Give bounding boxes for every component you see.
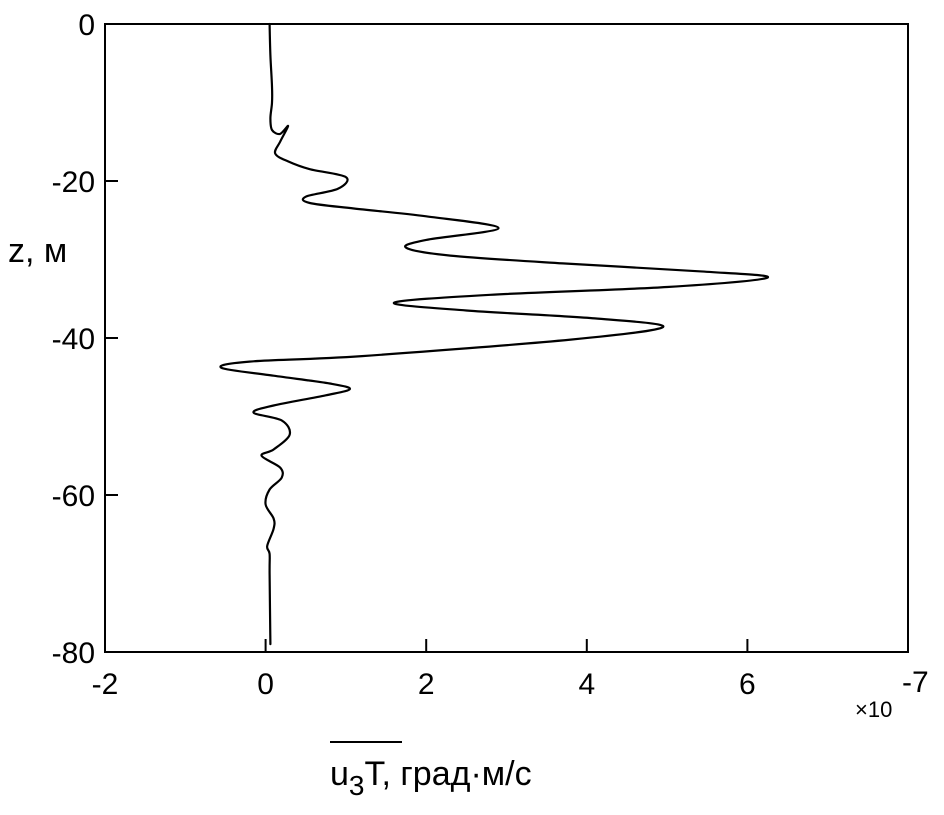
x-tick-label: 2 [418,668,435,701]
x-tick-label: 0 [257,668,274,701]
x-axis: -2 0 2 4 6 [92,639,756,701]
y-tick-label: -80 [52,637,95,670]
y-axis-title: z, м [8,232,67,270]
y-axis: 0 -20 -40 -60 -80 [52,9,118,670]
x-axis-title-subscript: 3 [349,770,365,801]
x-axis-title-tail: T [365,755,385,793]
x-multiplier-exponent: -7 [902,666,929,699]
x-axis-title: u3T, град·м/с [330,755,532,801]
x-multiplier: ×10 [855,697,892,722]
x-axis-title-symbol: u [330,755,349,793]
x-tick-label: -2 [92,668,119,701]
y-tick-label: -40 [52,323,95,356]
x-axis-title-units: , град·м/с [382,755,532,793]
x-tick-label: 6 [739,668,756,701]
plot-frame [104,23,909,653]
profile-line [219,22,769,646]
y-tick-label: -20 [52,166,95,199]
x-tick-label: 4 [578,668,595,701]
y-tick-label: 0 [78,9,95,42]
y-tick-label: -60 [52,480,95,513]
